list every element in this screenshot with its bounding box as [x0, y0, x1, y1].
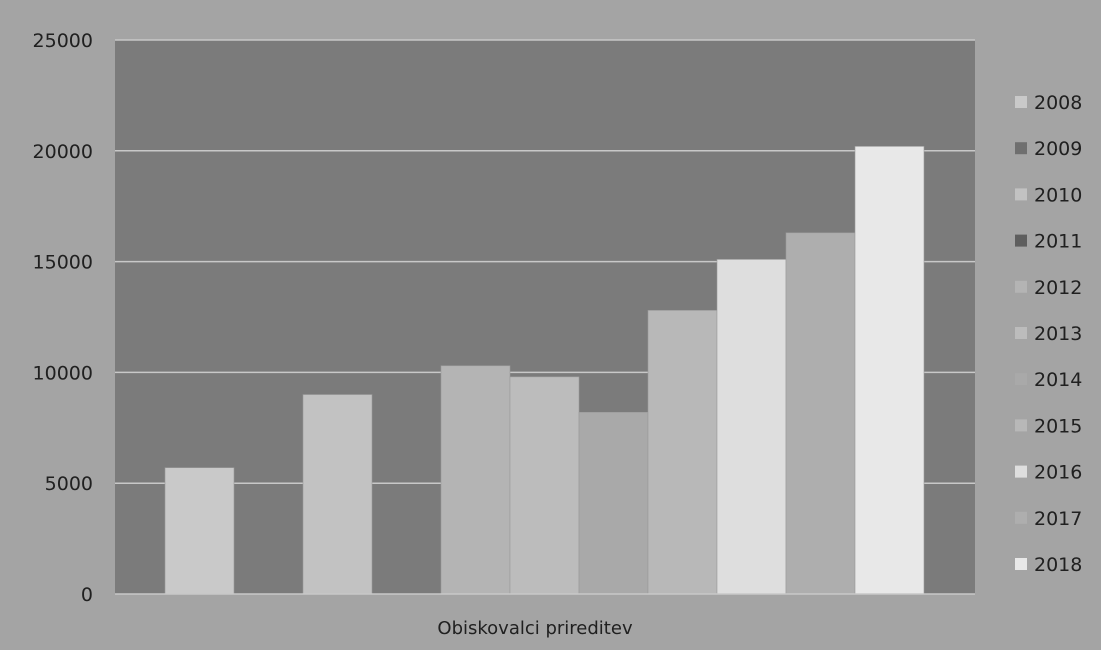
legend-label: 2015: [1034, 415, 1082, 437]
legend-label: 2018: [1034, 554, 1082, 576]
bar-2016: [716, 259, 787, 595]
bar-2008: [164, 467, 235, 595]
legend-label: 2013: [1034, 323, 1082, 345]
legend-label: 2008: [1034, 92, 1082, 114]
y-tick-label: 10000: [33, 362, 93, 384]
bar-2018: [854, 146, 925, 595]
legend-swatch: [1015, 96, 1027, 108]
legend-swatch: [1015, 373, 1027, 386]
y-tick-label: 20000: [33, 141, 93, 163]
bar-2013: [509, 376, 580, 595]
legend-label: 2014: [1034, 369, 1082, 391]
y-tick-label: 25000: [33, 30, 93, 52]
legend-label: 2017: [1034, 508, 1082, 530]
legend-swatch: [1015, 465, 1027, 478]
bar-2017: [785, 232, 856, 595]
legend-swatch: [1015, 142, 1027, 155]
legend: 2008 2009 2010 2011 2012 2013 2014 2015 2016 2017…: [1015, 92, 1082, 576]
legend-swatch: [1015, 280, 1027, 293]
legend-label: 2009: [1034, 138, 1082, 160]
y-axis: 0 5000 10000 15000 20000 25000: [33, 30, 93, 606]
y-tick-label: 0: [81, 584, 93, 606]
bars: [164, 146, 925, 595]
x-category-label: Obiskovalci prireditev: [437, 618, 633, 639]
bar-2015: [647, 310, 718, 595]
y-tick-label: 5000: [45, 473, 93, 495]
y-tick-label: 15000: [33, 252, 93, 274]
bar-2014: [578, 411, 649, 595]
legend-label: 2011: [1034, 231, 1082, 253]
legend-label: 2010: [1034, 184, 1082, 206]
legend-swatch: [1015, 234, 1027, 247]
bar-2010: [302, 394, 373, 595]
legend-swatch: [1015, 188, 1027, 201]
legend-swatch: [1015, 419, 1027, 432]
legend-label: 2016: [1034, 462, 1082, 484]
bar-2012: [440, 365, 511, 595]
legend-swatch: [1015, 558, 1027, 570]
legend-label: 2012: [1034, 277, 1082, 299]
legend-swatch: [1015, 511, 1027, 524]
legend-swatch: [1015, 327, 1027, 339]
